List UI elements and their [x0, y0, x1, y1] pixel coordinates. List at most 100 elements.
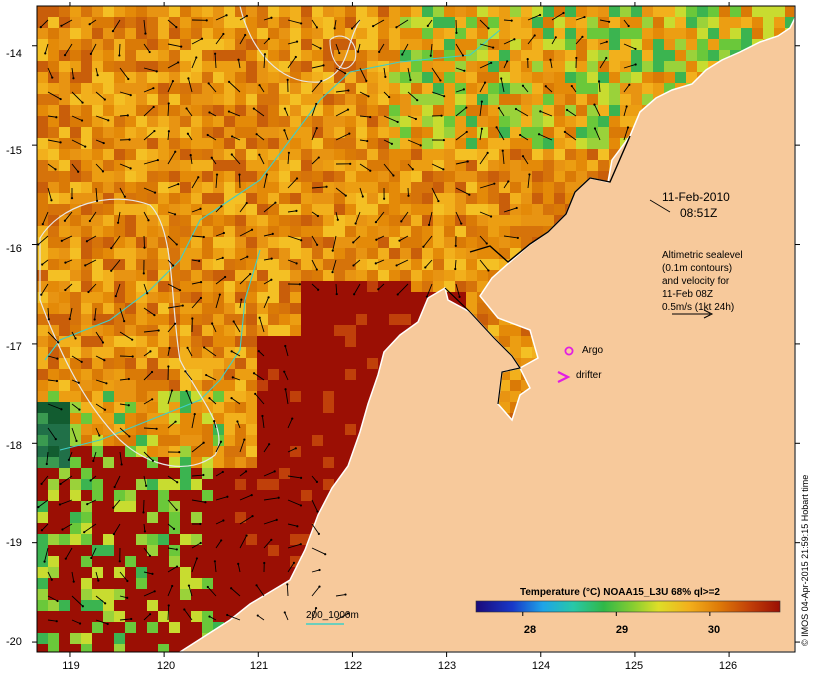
velocity-arrow — [47, 331, 59, 343]
sst-pixel — [37, 501, 48, 512]
velocity-arrow-head — [480, 127, 484, 130]
sst-pixel — [92, 490, 103, 501]
velocity-arrow-head — [286, 78, 289, 81]
sst-pixel — [92, 39, 103, 50]
sst-pixel — [169, 28, 180, 39]
sst-pixel — [224, 435, 235, 446]
sst-pixel — [400, 237, 411, 248]
sst-pixel — [37, 171, 48, 182]
sst-pixel — [37, 237, 48, 248]
velocity-arrow — [119, 595, 128, 599]
velocity-arrow-head — [284, 344, 287, 348]
sst-pixel — [345, 270, 356, 281]
sst-pixel — [180, 600, 191, 611]
sst-pixel — [191, 424, 202, 435]
sst-pixel — [257, 303, 268, 314]
sst-pixel — [213, 611, 224, 622]
sst-pixel — [301, 424, 312, 435]
sst-pixel — [510, 28, 521, 39]
sst-pixel — [532, 171, 543, 182]
sst-pixel — [444, 292, 455, 303]
velocity-arrow-head — [219, 440, 223, 443]
sst-pixel — [147, 545, 158, 556]
sst-pixel — [48, 347, 59, 358]
sst-pixel — [70, 424, 81, 435]
sst-pixel — [554, 116, 565, 127]
velocity-arrow — [47, 139, 61, 143]
velocity-arrow — [599, 57, 607, 69]
sst-pixel — [114, 215, 125, 226]
sst-pixel — [554, 28, 565, 39]
sst-pixel — [301, 215, 312, 226]
sst-pixel — [257, 336, 268, 347]
sst-pixel — [235, 556, 246, 567]
sst-pixel — [433, 105, 444, 116]
sst-pixel — [730, 6, 741, 17]
sst-pixel — [444, 160, 455, 171]
sst-pixel — [466, 17, 477, 28]
sst-pixel — [224, 369, 235, 380]
sst-pixel — [488, 215, 499, 226]
sst-pixel — [136, 435, 147, 446]
sst-pixel — [114, 292, 125, 303]
velocity-arrow — [40, 283, 49, 295]
sst-pixel — [268, 50, 279, 61]
sst-pixel — [334, 28, 345, 39]
sst-pixel — [312, 314, 323, 325]
sst-pixel — [92, 50, 103, 61]
sst-pixel — [114, 479, 125, 490]
sst-pixel — [444, 127, 455, 138]
sst-pixel — [334, 259, 345, 270]
velocity-arrow-head — [90, 556, 93, 560]
sst-pixel — [224, 116, 235, 127]
sst-pixel — [213, 171, 224, 182]
sst-pixel — [48, 138, 59, 149]
sst-pixel — [279, 226, 290, 237]
sst-pixel — [158, 468, 169, 479]
sst-pixel — [246, 28, 257, 39]
sst-pixel — [455, 281, 466, 292]
sst-pixel — [268, 402, 279, 413]
sst-pixel — [191, 336, 202, 347]
sst-pixel — [246, 61, 257, 72]
sst-pixel — [477, 237, 488, 248]
sst-pixel — [268, 325, 279, 336]
velocity-arrow — [479, 183, 495, 189]
sst-pixel — [301, 369, 312, 380]
sst-pixel — [213, 127, 224, 138]
velocity-arrow-head — [59, 482, 62, 486]
sst-pixel — [686, 50, 697, 61]
sst-pixel — [48, 611, 59, 622]
sst-pixel — [521, 215, 532, 226]
sst-pixel — [312, 39, 323, 50]
sst-pixel — [576, 83, 587, 94]
sst-pixel — [411, 237, 422, 248]
velocity-arrow-head — [114, 295, 117, 298]
velocity-arrow — [41, 259, 49, 265]
sst-pixel — [290, 413, 301, 424]
sst-pixel — [268, 127, 279, 138]
sst-pixel — [356, 391, 367, 402]
sst-pixel — [180, 270, 191, 281]
sst-pixel — [367, 94, 378, 105]
sst-pixel — [334, 39, 345, 50]
sst-pixel — [411, 61, 422, 72]
sst-pixel — [433, 50, 444, 61]
sst-pixel — [246, 314, 257, 325]
sst-pixel — [59, 644, 70, 652]
velocity-arrow — [90, 475, 97, 481]
sst-pixel — [477, 28, 488, 39]
velocity-arrow-head — [184, 370, 187, 373]
sst-pixel — [301, 149, 312, 160]
sst-pixel — [59, 259, 70, 270]
sst-pixel — [411, 281, 422, 292]
sst-pixel — [246, 215, 257, 226]
sst-pixel — [246, 83, 257, 94]
sst-pixel — [631, 39, 642, 50]
sst-pixel — [235, 325, 246, 336]
sst-pixel — [389, 138, 400, 149]
sst-pixel — [334, 116, 345, 127]
sst-pixel — [125, 501, 136, 512]
sst-pixel — [103, 545, 114, 556]
sst-pixel — [125, 303, 136, 314]
